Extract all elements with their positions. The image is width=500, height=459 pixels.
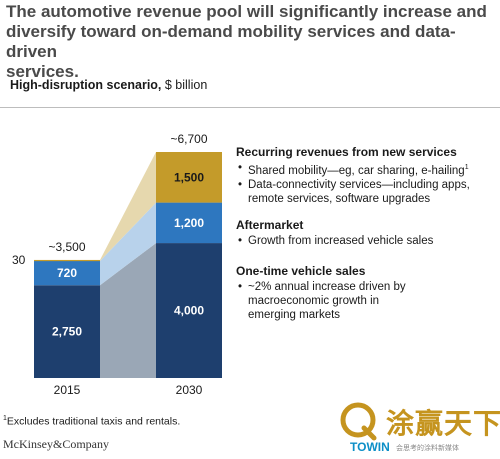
legend-recurring-bullet-1: Shared mobility—eg, car sharing, e-haili…: [236, 161, 498, 178]
legend-aftermarket: Aftermarket Growth from increased vehicl…: [236, 218, 498, 248]
brand-logo: McKinsey&Company: [3, 437, 109, 451]
bar-label-2030-2: 1,200: [174, 216, 204, 230]
watermark-chinese: 涂赢天下: [386, 408, 500, 439]
watermark: 涂赢天下 TOWIN 会思考的涂料新媒体: [334, 400, 500, 456]
legend-aftermarket-title: Aftermarket: [236, 218, 304, 232]
legend-one-time: One-time vehicle sales ~2% annual increa…: [236, 264, 426, 322]
legend-one-time-bullet-1: ~2% annual increase driven by macroecono…: [236, 280, 426, 322]
bar-label-2015-2: 720: [57, 266, 77, 280]
subtitle-unit: $ billion: [161, 78, 208, 92]
subtitle-bold: High-disruption scenario,: [10, 78, 162, 92]
x-tick-2015: 2015: [54, 383, 81, 397]
bar-2030-segment-2: [156, 202, 222, 244]
legend-recurring: Recurring revenues from new services Sha…: [236, 145, 498, 206]
divider: [0, 107, 500, 108]
stacked-bar-chart: 2,750 720 30 ~3,500 2015 4,000 1,200 1,500 ~6,70…: [12, 132, 222, 397]
footnote-sup: 1: [3, 415, 7, 422]
bar-2030-segment-1: [156, 243, 222, 378]
legend-one-time-title: One-time vehicle sales: [236, 264, 366, 278]
watermark-tagline: 会思考的涂料新媒体: [396, 445, 459, 452]
watermark-latin: TOWIN: [350, 440, 390, 454]
bar-label-2030-3: 1,500: [174, 170, 204, 184]
chart-subtitle: High-disruption scenario, $ billion: [10, 78, 207, 92]
connector-2: [100, 202, 156, 286]
bar-2015-segment-2: [34, 260, 100, 286]
footnote: 1Excludes traditional taxis and rentals.: [3, 415, 180, 428]
footnote-text: Excludes traditional taxis and rentals.: [6, 415, 181, 428]
towin-logo-icon: [340, 402, 377, 441]
total-label-2015: ~3,500: [48, 240, 85, 254]
bar-2015-segment-1: [34, 285, 100, 378]
bar-label-2015-1: 2,750: [52, 325, 82, 339]
bar-label-2030-1: 4,000: [174, 304, 204, 318]
connector-1: [100, 243, 156, 378]
x-tick-2030: 2030: [176, 383, 203, 397]
bar-2015-segment-3: [34, 259, 100, 262]
legend-recurring-title: Recurring revenues from new services: [236, 145, 457, 159]
legend-recurring-bullet-2: Data-connectivity services—including app…: [236, 178, 498, 206]
bar-label-2015-3: 30: [12, 253, 26, 267]
legend-recurring-bullet-1-text: Shared mobility—eg, car sharing, e-haili…: [248, 164, 465, 177]
connector-3: [100, 152, 156, 261]
bar-2030-segment-3: [156, 152, 222, 203]
legend-aftermarket-bullet-1: Growth from increased vehicle sales: [236, 234, 498, 248]
chart-title: The automotive revenue pool will signifi…: [6, 2, 487, 81]
total-label-2030: ~6,700: [170, 132, 207, 146]
footnote-marker: 1: [464, 164, 469, 171]
